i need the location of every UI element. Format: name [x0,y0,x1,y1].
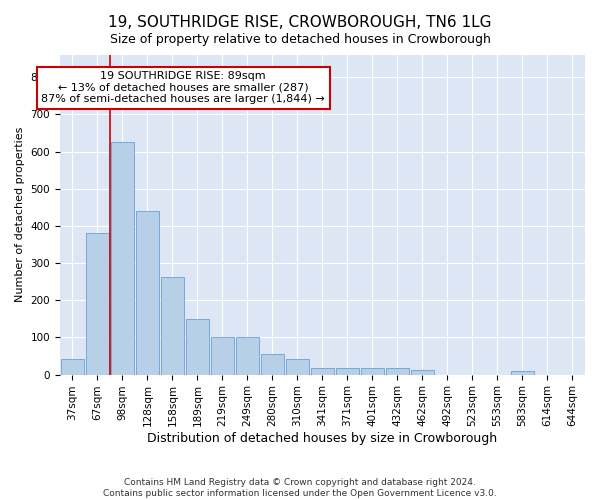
Bar [236,338,259,374]
Bar [61,358,84,374]
Bar [161,277,184,374]
Bar [311,368,334,374]
Bar [261,354,284,374]
Bar [211,338,234,374]
Text: 19 SOUTHRIDGE RISE: 89sqm  
← 13% of detached houses are smaller (287)
87% of se: 19 SOUTHRIDGE RISE: 89sqm ← 13% of detac… [41,71,325,104]
Bar [136,211,159,374]
Bar [511,371,534,374]
Bar [361,368,384,374]
Text: Size of property relative to detached houses in Crowborough: Size of property relative to detached ho… [110,32,490,46]
Bar [111,142,134,374]
Y-axis label: Number of detached properties: Number of detached properties [15,127,25,302]
Bar [186,319,209,374]
Bar [386,368,409,374]
Text: 19, SOUTHRIDGE RISE, CROWBOROUGH, TN6 1LG: 19, SOUTHRIDGE RISE, CROWBOROUGH, TN6 1L… [108,15,492,30]
Bar [86,234,109,374]
Bar [286,359,309,374]
X-axis label: Distribution of detached houses by size in Crowborough: Distribution of detached houses by size … [148,432,497,445]
Bar [411,370,434,374]
Bar [336,368,359,374]
Text: Contains HM Land Registry data © Crown copyright and database right 2024.
Contai: Contains HM Land Registry data © Crown c… [103,478,497,498]
